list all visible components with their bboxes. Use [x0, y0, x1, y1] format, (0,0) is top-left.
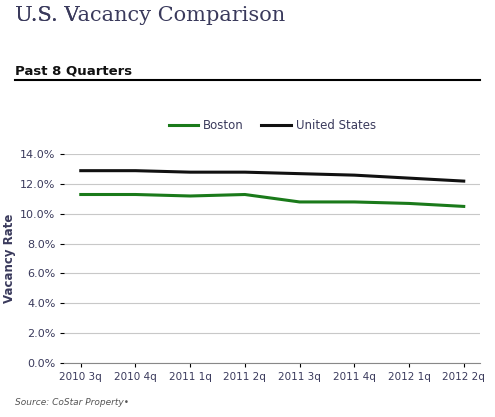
Text: Source: CoStar Property•: Source: CoStar Property• — [15, 397, 129, 407]
Y-axis label: Vacancy Rate: Vacancy Rate — [3, 214, 16, 303]
Text: U.S. V: U.S. V — [15, 6, 79, 25]
Text: U.S. Vacancy Comparison: U.S. Vacancy Comparison — [15, 6, 285, 25]
Legend: Boston, United States: Boston, United States — [164, 114, 381, 137]
Text: Past 8 Quarters: Past 8 Quarters — [15, 65, 132, 78]
